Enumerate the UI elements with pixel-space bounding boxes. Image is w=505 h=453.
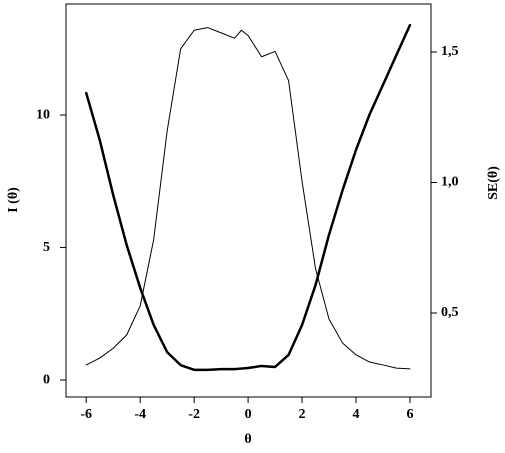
x-tick-label: 2 bbox=[299, 407, 306, 422]
x-tick-label: 6 bbox=[406, 407, 413, 422]
y2-tick-label: 1,5 bbox=[441, 44, 459, 59]
y-axis-label: I (θ) bbox=[6, 187, 21, 213]
x-tick-label: -4 bbox=[134, 407, 146, 422]
x-tick-label: -6 bbox=[80, 407, 92, 422]
x-tick-label: -2 bbox=[188, 407, 200, 422]
line-series bbox=[84, 23, 412, 372]
x-tick-label: 0 bbox=[245, 407, 252, 422]
plot-frame bbox=[65, 3, 432, 398]
y-tick-label: 5 bbox=[43, 240, 50, 255]
line-series bbox=[85, 27, 411, 370]
y2-axis-label: SE(θ) bbox=[486, 166, 501, 200]
x-axis-label: θ bbox=[244, 432, 251, 447]
x-tick-label: 4 bbox=[353, 407, 360, 422]
y-tick-label: 10 bbox=[36, 107, 50, 122]
y2-tick-label: 0,5 bbox=[441, 305, 459, 320]
y2-tick-label: 1,0 bbox=[441, 175, 459, 190]
y-tick-label: 0 bbox=[43, 372, 50, 387]
